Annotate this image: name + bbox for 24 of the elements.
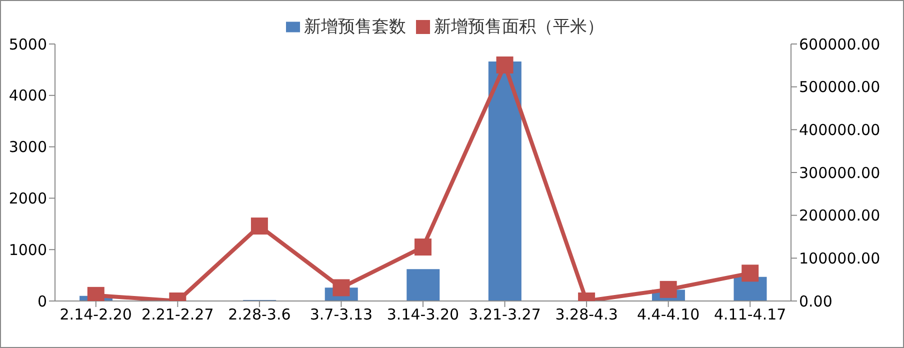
x-tick-label: 4.4-4.10 <box>636 306 700 324</box>
y2-tick-label: 500000.00 <box>799 78 880 96</box>
x-tick-label: 3.21-3.27 <box>468 306 541 324</box>
y2-tick-label: 600000.00 <box>799 35 880 54</box>
x-tick-label: 2.21-2.27 <box>142 306 214 324</box>
y-tick-label: 5000 <box>8 35 47 54</box>
y-tick-label: 3000 <box>8 138 47 156</box>
y2-tick-label: 200000.00 <box>799 206 880 225</box>
y2-tick-label: 400000.00 <box>799 120 880 139</box>
y2-tick-label: 100000.00 <box>799 249 880 268</box>
x-tick-label: 4.11-4.17 <box>714 306 786 324</box>
y-tick-label: 1000 <box>8 240 47 259</box>
legend-label: 新增预售套数 <box>304 17 406 37</box>
y-tick-label: 2000 <box>8 190 47 208</box>
x-tick-label: 2.14-2.20 <box>60 306 132 324</box>
x-tick-label: 3.28-4.3 <box>555 306 618 324</box>
x-tick-label: 3.14-3.20 <box>386 306 460 324</box>
y-tick-label: 0 <box>37 292 47 310</box>
y2-tick-label: 300000.00 <box>799 164 880 182</box>
y2-tick-label: 0.00 <box>799 292 832 310</box>
legend-label: 新增预售面积（平米） <box>434 17 604 37</box>
y-tick-label: 4000 <box>8 86 47 105</box>
x-tick-label: 2.28-3.6 <box>228 306 291 324</box>
x-tick-label: 3.7-3.13 <box>310 306 373 324</box>
